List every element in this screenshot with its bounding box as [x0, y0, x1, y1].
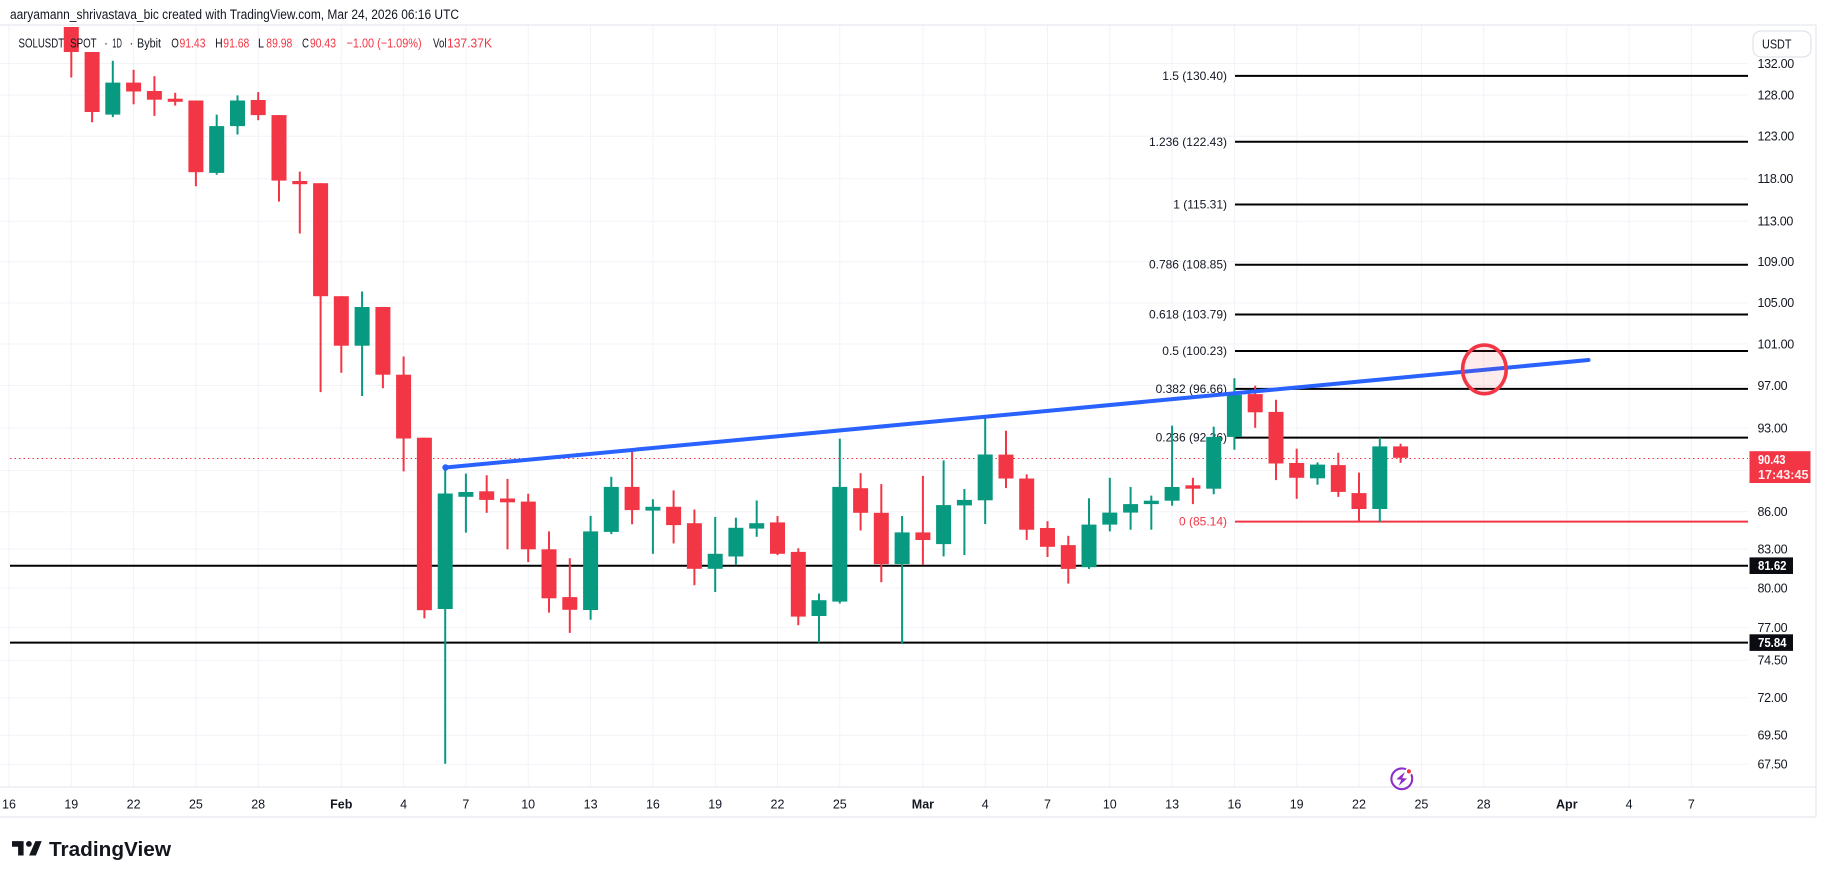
svg-text:4: 4: [1626, 798, 1633, 812]
svg-text:19: 19: [64, 798, 78, 812]
svg-text:97.00: 97.00: [1758, 379, 1788, 393]
svg-text:137.37K: 137.37K: [447, 35, 492, 50]
svg-text:Vol: Vol: [433, 35, 447, 50]
svg-text:Bybit: Bybit: [137, 35, 161, 50]
svg-text:1D: 1D: [112, 35, 122, 50]
svg-text:113.00: 113.00: [1758, 215, 1794, 229]
svg-text:69.50: 69.50: [1758, 729, 1788, 743]
svg-text:22: 22: [127, 798, 141, 812]
svg-text:1.5 (130.40): 1.5 (130.40): [1162, 69, 1227, 83]
svg-text:25: 25: [1414, 798, 1428, 812]
svg-text:4: 4: [400, 798, 407, 812]
svg-text:80.00: 80.00: [1758, 581, 1788, 595]
svg-text:75.84: 75.84: [1758, 636, 1787, 650]
svg-text:13: 13: [1165, 798, 1179, 812]
svg-text:−1.00 (−1.09%): −1.00 (−1.09%): [347, 35, 422, 50]
svg-text:16: 16: [2, 798, 16, 812]
svg-text:25: 25: [189, 798, 203, 812]
svg-text:77.00: 77.00: [1758, 621, 1788, 635]
svg-text:83.00: 83.00: [1758, 542, 1788, 556]
svg-text:90.43: 90.43: [1758, 453, 1786, 467]
svg-text:SOLUSDT: SOLUSDT: [19, 35, 65, 50]
svg-text:Mar: Mar: [912, 798, 934, 812]
svg-text:16: 16: [1227, 798, 1241, 812]
svg-text:Apr: Apr: [1556, 798, 1578, 812]
svg-text:91.43: 91.43: [180, 35, 206, 50]
svg-text:19: 19: [708, 798, 722, 812]
svg-text:91.68: 91.68: [223, 35, 249, 50]
svg-text:TradingView: TradingView: [49, 838, 171, 861]
svg-text:H: H: [215, 35, 223, 50]
svg-text:7: 7: [462, 798, 469, 812]
svg-text:C: C: [302, 35, 309, 50]
svg-text:132.00: 132.00: [1758, 57, 1795, 71]
svg-text:72.00: 72.00: [1758, 691, 1788, 705]
svg-text:22: 22: [1352, 798, 1366, 812]
svg-text:0.382 (96.66): 0.382 (96.66): [1156, 382, 1227, 396]
svg-text:74.50: 74.50: [1758, 654, 1788, 668]
svg-text:·: ·: [104, 35, 108, 50]
svg-text:·: ·: [130, 35, 134, 50]
svg-text:Feb: Feb: [330, 798, 353, 812]
svg-text:118.00: 118.00: [1758, 172, 1794, 186]
svg-text:105.00: 105.00: [1758, 296, 1795, 310]
svg-text:O: O: [171, 35, 179, 50]
svg-text:25: 25: [833, 798, 847, 812]
svg-text:0.618 (103.79): 0.618 (103.79): [1149, 308, 1227, 322]
svg-text:10: 10: [521, 798, 535, 812]
svg-text:81.62: 81.62: [1758, 559, 1787, 573]
svg-text:0 (85.14): 0 (85.14): [1179, 515, 1227, 529]
svg-text:93.00: 93.00: [1758, 421, 1788, 435]
svg-text:19: 19: [1290, 798, 1304, 812]
svg-text:4: 4: [982, 798, 989, 812]
svg-text:86.00: 86.00: [1758, 505, 1788, 519]
svg-text:0.5 (100.23): 0.5 (100.23): [1162, 344, 1227, 358]
svg-text:10: 10: [1103, 798, 1117, 812]
svg-text:101.00: 101.00: [1758, 337, 1795, 351]
svg-text:67.50: 67.50: [1758, 758, 1788, 772]
svg-text:USDT: USDT: [1762, 37, 1792, 52]
svg-text:1.236 (122.43): 1.236 (122.43): [1149, 135, 1227, 149]
svg-text:aaryamann_shrivastava_bic crea: aaryamann_shrivastava_bic created with T…: [10, 7, 459, 22]
svg-text:16: 16: [646, 798, 660, 812]
svg-text:109.00: 109.00: [1758, 255, 1795, 269]
svg-text:1 (115.31): 1 (115.31): [1173, 198, 1227, 212]
svg-text:28: 28: [251, 798, 265, 812]
svg-text:22: 22: [771, 798, 785, 812]
svg-text:128.00: 128.00: [1758, 88, 1795, 102]
svg-text:L: L: [258, 35, 264, 50]
svg-text:13: 13: [584, 798, 598, 812]
svg-text:123.00: 123.00: [1758, 130, 1795, 144]
svg-text:7: 7: [1044, 798, 1051, 812]
svg-text:17:43:45: 17:43:45: [1758, 468, 1809, 482]
svg-text:90.43: 90.43: [310, 35, 336, 50]
svg-text:SPOT: SPOT: [70, 35, 97, 50]
svg-text:89.98: 89.98: [266, 35, 292, 50]
svg-text:0.786 (108.85): 0.786 (108.85): [1149, 258, 1227, 272]
svg-text:7: 7: [1688, 798, 1695, 812]
svg-text:28: 28: [1477, 798, 1491, 812]
